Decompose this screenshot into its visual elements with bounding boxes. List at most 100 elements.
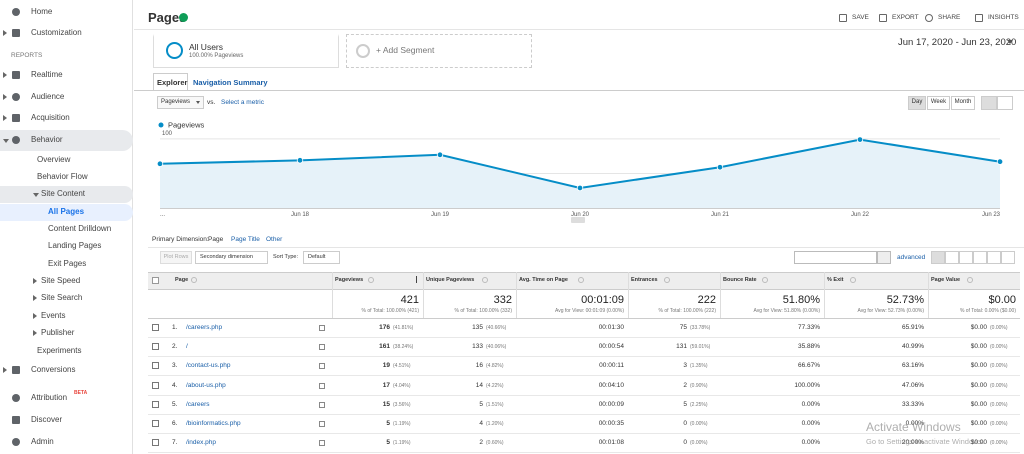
help-icon: [967, 277, 973, 283]
view-button[interactable]: [959, 251, 973, 264]
tab[interactable]: Navigation Summary: [193, 78, 268, 87]
nav-item[interactable]: Experiments: [37, 346, 82, 355]
view-button[interactable]: [931, 251, 945, 264]
nav-item[interactable]: Site Content: [41, 189, 86, 198]
dimension-option[interactable]: Other: [266, 236, 283, 243]
nav-item[interactable]: Landing Pages: [48, 241, 102, 250]
column-header[interactable]: Page: [175, 277, 189, 283]
open-icon[interactable]: [319, 382, 325, 389]
checkbox[interactable]: [152, 362, 159, 370]
dimension-option[interactable]: Page: [208, 236, 224, 243]
secondary-dimension[interactable]: Secondary dimension: [195, 251, 268, 264]
add-segment[interactable]: + Add Segment: [376, 45, 435, 55]
checkbox[interactable]: [152, 439, 159, 447]
date-range[interactable]: Jun 17, 2020 - Jun 23, 2020: [898, 37, 1017, 48]
range-button[interactable]: [908, 96, 926, 110]
cell-percent: (3.56%): [393, 401, 411, 408]
nav-item[interactable]: Publisher: [41, 328, 75, 337]
nav-item[interactable]: Attribution: [31, 393, 68, 402]
nav-item[interactable]: Behavior: [31, 135, 63, 144]
view-button[interactable]: [945, 251, 959, 264]
checkbox[interactable]: [152, 343, 159, 351]
open-icon[interactable]: [319, 344, 325, 351]
column-header[interactable]: % Exit: [827, 277, 844, 283]
cell-percent: (38.24%): [393, 344, 414, 351]
nav-item[interactable]: Events: [41, 311, 66, 320]
nav-item[interactable]: Customization: [31, 28, 82, 37]
nav-item[interactable]: Exit Pages: [48, 259, 87, 268]
nav-item[interactable]: Acquisition: [31, 113, 70, 122]
action-button[interactable]: INSIGHTS: [988, 14, 1019, 21]
page-link[interactable]: /careers: [186, 400, 210, 408]
page-link[interactable]: /index.php: [186, 439, 216, 447]
column-header[interactable]: Unique Pageviews: [426, 277, 475, 283]
search-button[interactable]: [877, 251, 891, 264]
open-icon[interactable]: [319, 363, 325, 370]
nav-item[interactable]: Home: [31, 7, 53, 16]
legend-label: Pageviews: [168, 121, 205, 130]
column-header[interactable]: Entrances: [631, 277, 658, 283]
open-icon[interactable]: [319, 440, 325, 447]
column-header[interactable]: Pageviews: [335, 277, 364, 283]
checkbox[interactable]: [152, 324, 159, 331]
nav-item[interactable]: Overview: [37, 155, 71, 164]
segment-box[interactable]: [153, 34, 339, 68]
open-icon[interactable]: [319, 325, 325, 331]
cell-percent: (4.51%): [393, 363, 411, 370]
cell-percent: (0.00%): [690, 421, 708, 427]
checkbox[interactable]: [152, 420, 159, 427]
search-input[interactable]: [794, 251, 877, 264]
nav-icon: [12, 29, 20, 37]
range-label: Day: [911, 99, 923, 105]
column-header[interactable]: Bounce Rate: [723, 277, 757, 283]
checkbox[interactable]: [152, 277, 159, 284]
nav-item[interactable]: Discover: [31, 415, 63, 424]
column-header[interactable]: Page Value: [931, 277, 961, 283]
action-button[interactable]: EXPORT: [892, 14, 919, 21]
cell-percent: (0.60%): [486, 440, 504, 447]
range-button[interactable]: [951, 96, 975, 110]
open-icon[interactable]: [319, 401, 325, 408]
sidebar: [0, 0, 133, 454]
nav-item[interactable]: Content Drilldown: [48, 224, 112, 233]
nav-item[interactable]: Behavior Flow: [37, 172, 88, 181]
dimension-option[interactable]: Page Title: [231, 236, 260, 243]
metric-dropdown[interactable]: [157, 96, 204, 109]
segment-ring: [166, 42, 183, 59]
page-link[interactable]: /careers.php: [186, 324, 223, 331]
cell-percent: (0.90%): [690, 382, 708, 389]
advanced-link[interactable]: advanced: [897, 254, 926, 261]
chart-type-button[interactable]: [997, 96, 1013, 110]
cell-value: 75: [679, 324, 687, 331]
view-button[interactable]: [973, 251, 987, 264]
sort-dropdown[interactable]: Default: [303, 251, 340, 264]
open-icon[interactable]: [319, 421, 325, 427]
page-link[interactable]: /: [186, 343, 188, 351]
action-button[interactable]: SHARE: [938, 14, 961, 21]
select-metric[interactable]: Select a metric: [221, 99, 264, 106]
add-segment-box[interactable]: [346, 34, 532, 68]
nav-item[interactable]: Site Search: [41, 293, 83, 302]
column-header[interactable]: Avg. Time on Page: [519, 277, 568, 283]
nav-item[interactable]: Audience: [31, 92, 65, 101]
nav-item[interactable]: Conversions: [31, 365, 76, 374]
chart-type-button[interactable]: [981, 96, 997, 110]
range-button[interactable]: [927, 96, 950, 110]
cell-percent: (0.00%): [990, 382, 1008, 389]
view-button[interactable]: [1001, 251, 1015, 264]
plot-rows[interactable]: Plot Rows: [160, 251, 192, 264]
nav-item[interactable]: All Pages: [48, 207, 85, 216]
page-link[interactable]: /bioinformatics.php: [186, 420, 241, 427]
checkbox[interactable]: [152, 400, 159, 408]
page-link[interactable]: /contact-us.php: [186, 362, 231, 370]
total-value: 421: [400, 294, 419, 306]
nav-item[interactable]: Admin: [31, 437, 54, 446]
view-button[interactable]: [987, 251, 1001, 264]
tab[interactable]: Explorer: [157, 78, 188, 87]
checkbox[interactable]: [152, 381, 159, 389]
action-button[interactable]: SAVE: [852, 14, 869, 21]
row-divider: [148, 452, 1020, 454]
nav-item[interactable]: Site Speed: [41, 276, 81, 285]
nav-item[interactable]: Realtime: [31, 70, 63, 79]
page-link[interactable]: /about-us.php: [186, 381, 226, 389]
